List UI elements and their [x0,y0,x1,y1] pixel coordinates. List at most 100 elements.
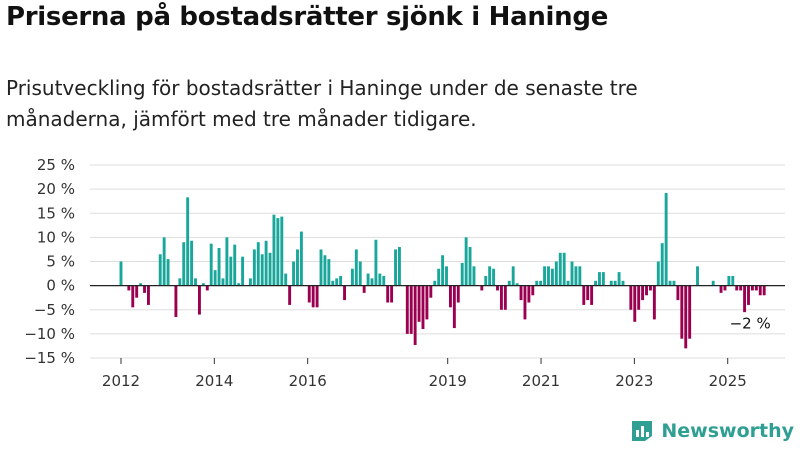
bar [229,256,233,286]
x-tick-label: 2019 [429,372,467,390]
bar [633,285,637,322]
bar [735,285,739,291]
bar [158,254,162,286]
bar [292,261,296,286]
y-tick-label: 20 % [37,180,75,198]
bar [503,285,507,310]
bar [194,278,197,286]
bar [645,285,648,296]
bar [582,285,586,305]
bar [315,285,319,308]
bar [409,285,413,334]
bar [711,280,715,286]
bar [331,280,335,286]
bar [252,249,256,286]
bar [743,285,747,313]
bar [221,278,225,286]
brand: Newsworthy [629,418,794,444]
bar [139,283,143,286]
bar [225,237,229,286]
bar [578,266,582,286]
bar [480,285,484,291]
y-tick-label: −15 % [24,349,75,367]
bar [672,280,676,286]
chart-subtitle: Prisutveckling för bostadsrätter i Hanin… [6,76,638,131]
bar [601,272,605,286]
bar [186,197,190,286]
bar [280,216,284,286]
bar [276,218,280,286]
bar [190,240,194,286]
x-tick-label: 2014 [195,372,233,390]
bar [339,275,343,286]
bar [460,262,464,286]
y-tick-label: 15 % [37,204,75,222]
bar [527,285,531,303]
bar [550,268,554,286]
bar [515,283,519,286]
bar [288,285,292,305]
bar [594,280,597,286]
bar [558,252,562,286]
bar [566,280,570,286]
bar [539,280,543,286]
bar [323,255,327,286]
bar [174,285,178,317]
bar [492,268,496,286]
bar [233,244,237,286]
bar [370,278,374,286]
y-tick-label: 0 % [46,277,75,295]
bar [464,237,468,286]
bar [696,266,699,286]
bar [441,255,445,286]
bar [378,273,382,286]
x-tick-label: 2016 [289,372,327,390]
bar [723,285,727,291]
bar [731,275,735,286]
bar [162,237,166,286]
bar [390,285,394,303]
bar [311,285,315,308]
bar [425,285,429,320]
x-tick-label: 2012 [102,372,140,390]
bar [719,285,723,293]
bar [507,280,511,286]
bar [307,285,311,303]
bar [637,285,641,310]
brand-name: Newsworthy [661,420,794,442]
bar [739,285,743,291]
y-tick-label: 5 % [46,253,75,271]
bar [590,285,594,305]
y-tick-label: −5 % [34,301,75,319]
bar [335,278,339,286]
bar [319,249,323,286]
bar [496,285,499,291]
bar [684,285,688,349]
bar [680,285,684,339]
bar [660,243,664,286]
bar [166,259,170,286]
bar [135,285,139,298]
bar [484,275,488,286]
bar [437,268,441,286]
x-tick-label: 2021 [522,372,560,390]
y-tick-label: 10 % [37,228,75,246]
bar [201,283,205,286]
bar [272,214,276,286]
bar [417,285,421,322]
bar [358,261,362,286]
bar [382,275,386,286]
y-tick-label: −10 % [24,325,75,343]
bar [511,266,515,286]
bar [209,243,213,286]
bar [398,247,401,286]
bar [652,285,656,320]
bar [178,278,182,286]
bar [547,266,550,286]
bar [429,285,433,298]
y-tick-label: 25 % [37,156,75,174]
bar [119,261,123,286]
bar [354,249,358,286]
bar [543,266,547,286]
bar [754,285,758,291]
